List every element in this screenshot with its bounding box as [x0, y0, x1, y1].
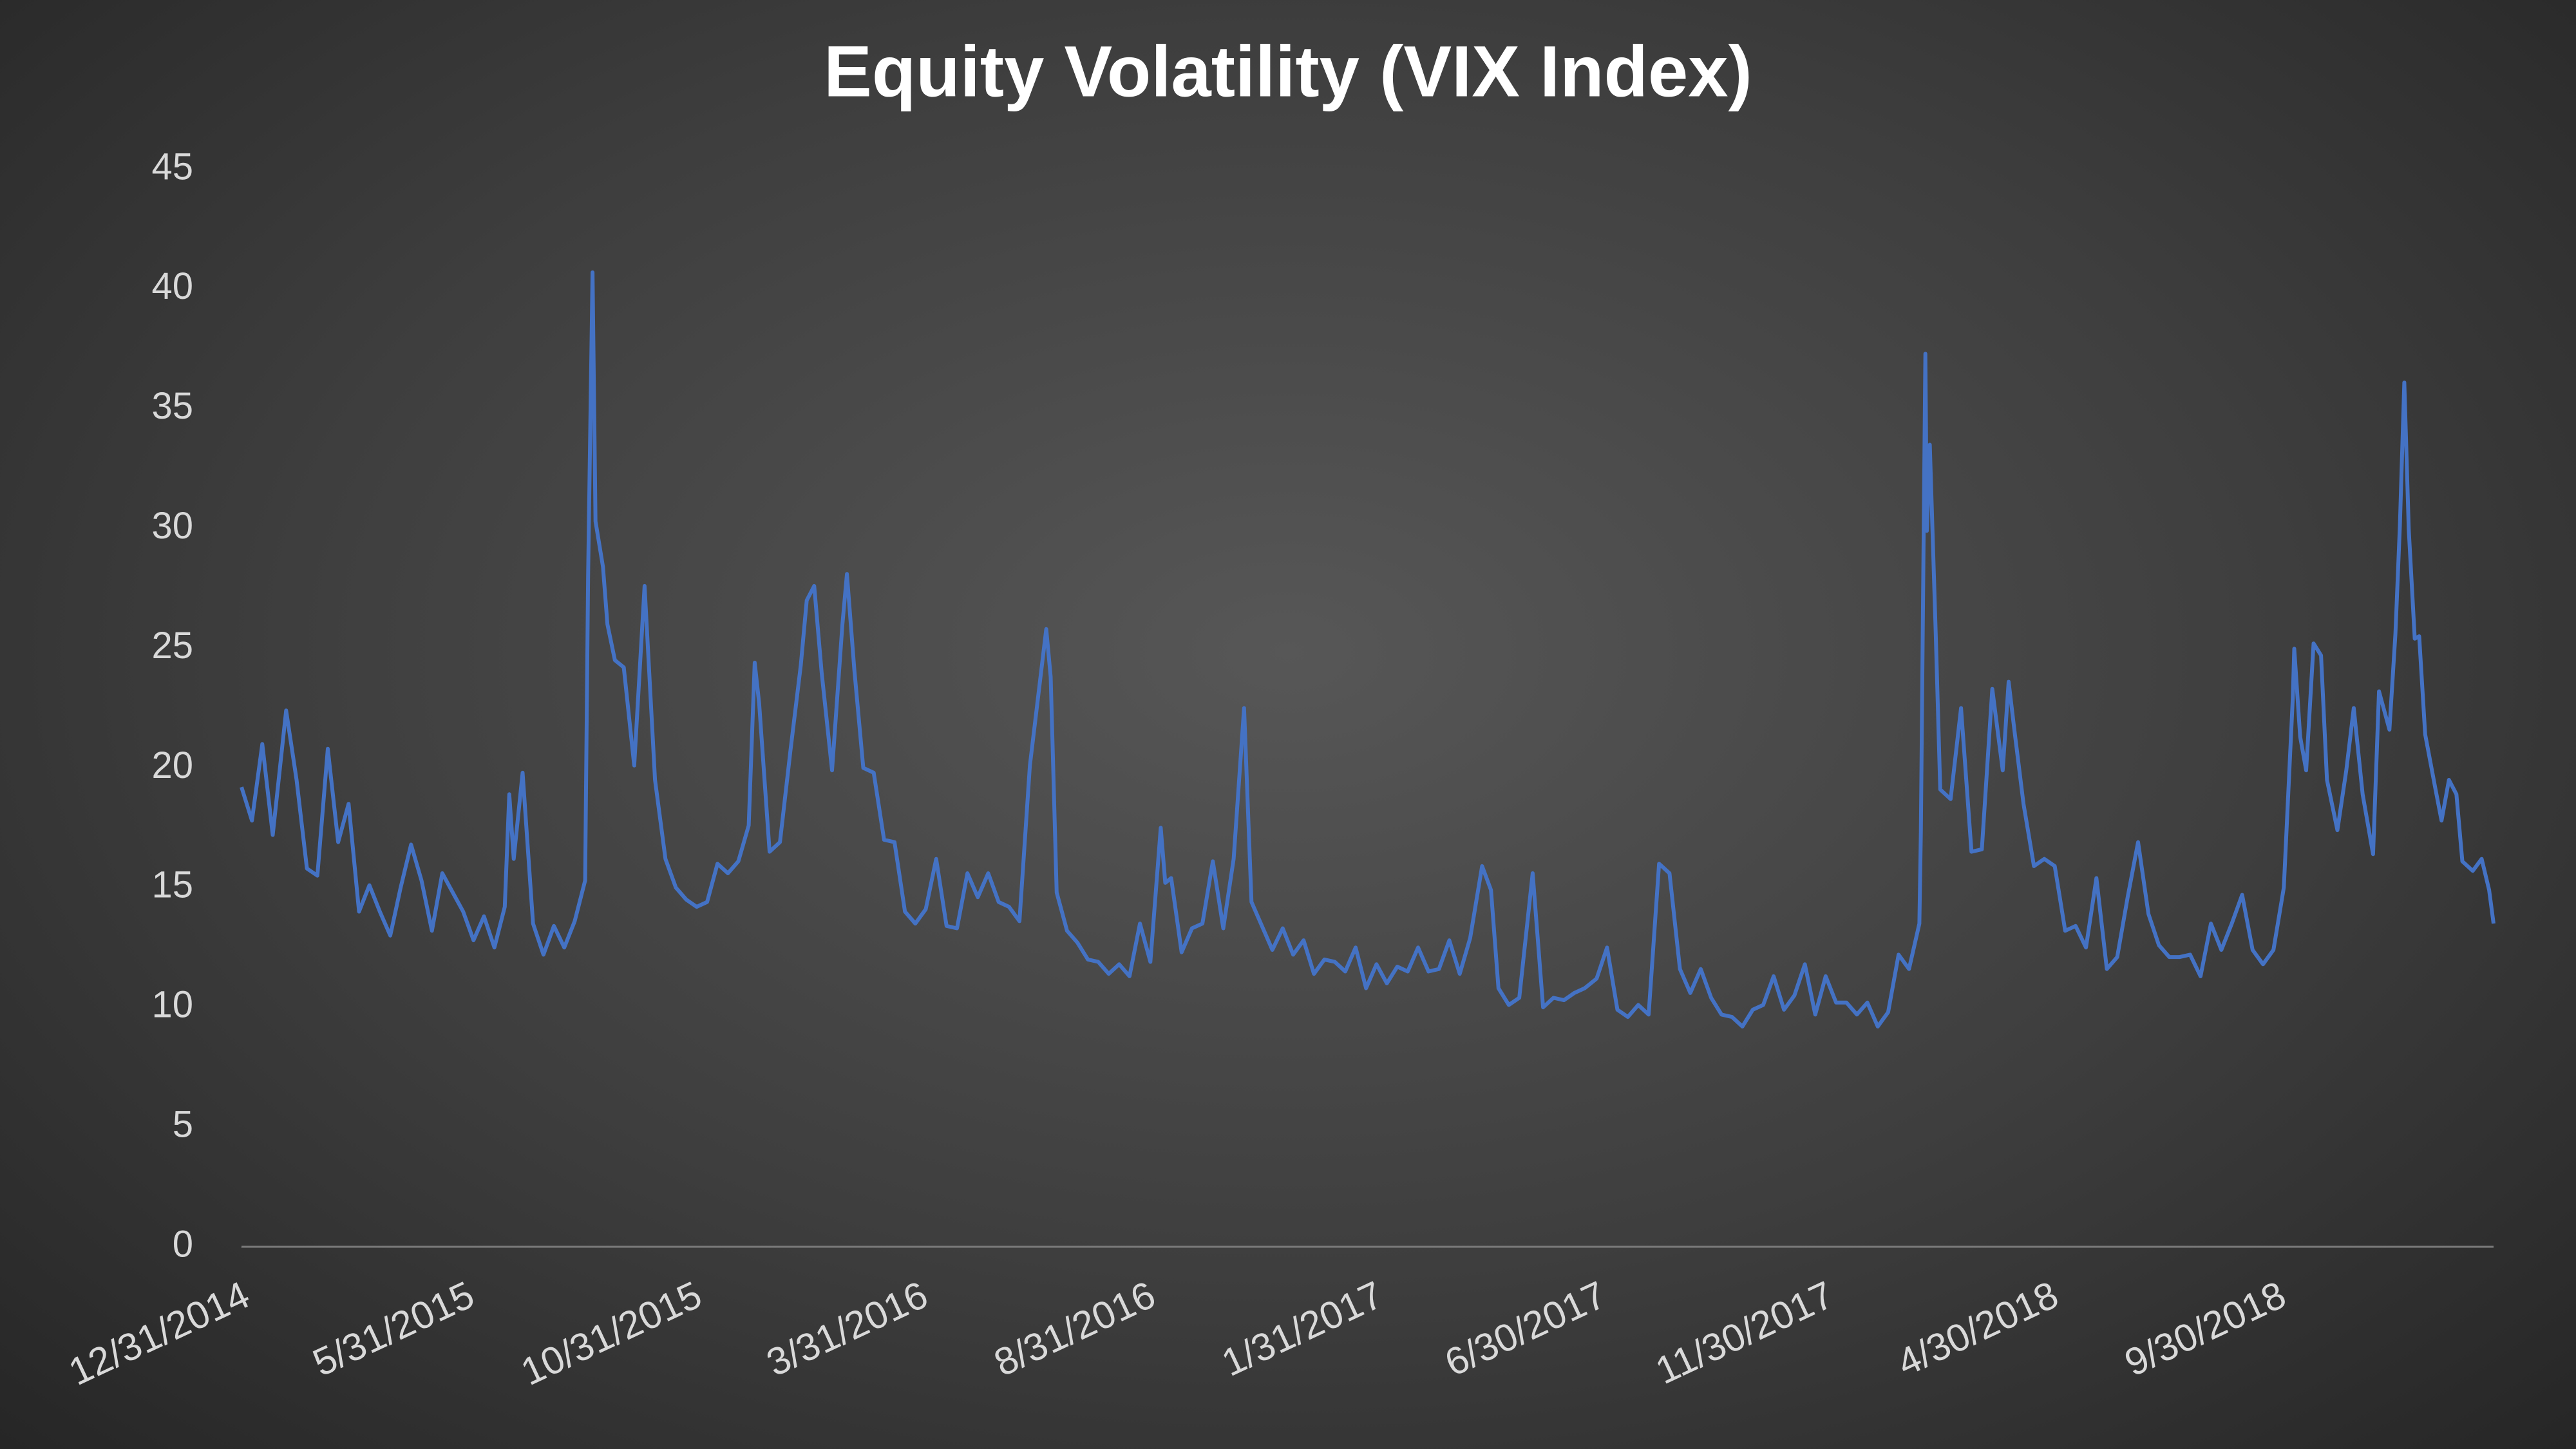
x-tick-label: 1/31/2017 — [1215, 1273, 1389, 1385]
x-tick-label: 6/30/2017 — [1438, 1273, 1612, 1385]
x-tick-label: 8/31/2016 — [988, 1273, 1162, 1385]
x-tick-label: 11/30/2017 — [1649, 1273, 1840, 1392]
y-tick-label: 35 — [151, 385, 193, 427]
y-tick-label: 15 — [151, 864, 193, 906]
y-tick-label: 40 — [151, 265, 193, 307]
x-tick-label: 3/31/2016 — [760, 1273, 934, 1385]
y-tick-label: 30 — [151, 505, 193, 547]
x-tick-label: 5/31/2015 — [307, 1273, 480, 1385]
x-tick-label: 12/31/2014 — [62, 1273, 256, 1394]
y-tick-label: 10 — [151, 984, 193, 1026]
x-tick-label: 4/30/2018 — [1891, 1273, 2065, 1385]
chart-title: Equity Volatility (VIX Index) — [824, 32, 1752, 112]
line-series — [240, 270, 2496, 1028]
x-tick-label: 10/31/2015 — [515, 1273, 708, 1394]
y-tick-label: 5 — [173, 1103, 193, 1145]
x-tick-label: 9/30/2018 — [2118, 1273, 2292, 1385]
y-tick-label: 25 — [151, 625, 193, 667]
y-tick-label: 20 — [151, 744, 193, 786]
y-tick-label: 0 — [173, 1223, 193, 1265]
y-tick-label: 45 — [151, 146, 193, 187]
